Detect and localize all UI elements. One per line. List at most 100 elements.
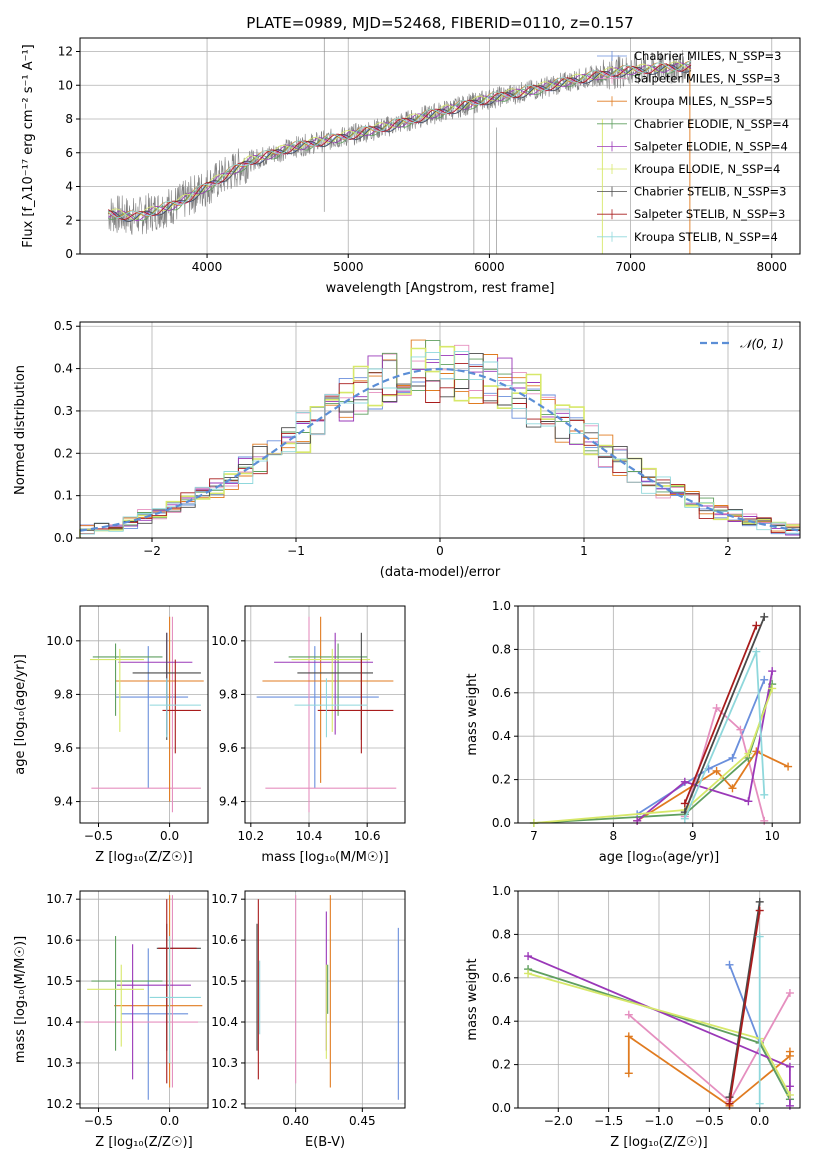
x-tick-label: 6000 — [474, 260, 505, 274]
y-tick-label: 0.2 — [492, 1058, 511, 1072]
x-tick-label: 4000 — [192, 260, 223, 274]
y-tick-label: 0.0 — [54, 531, 73, 545]
y-tick-label: 0.4 — [492, 1014, 511, 1028]
legend-label: Chabrier STELIB, N_SSP=3 — [634, 185, 786, 199]
model-spectrum — [107, 60, 692, 218]
x-axis-label: mass [log₁₀(M/M☉)] — [261, 850, 388, 865]
y-tick-label: 10.0 — [211, 634, 238, 648]
axes-weight_vs_Z: −2.0 −1.5 −1.0 −0.5 0.0 0.0 0.2 0.4 0.6 0.8 1.0 Z [… — [465, 884, 801, 1150]
y-tick-label: 0.8 — [492, 927, 511, 941]
y-tick-label: 0.2 — [492, 773, 511, 787]
y-tick-label: 10.3 — [211, 1056, 238, 1070]
axes-frame — [79, 37, 801, 255]
y-tick-label: 0.0 — [492, 1101, 511, 1115]
x-tick-label: −2 — [143, 544, 161, 558]
x-tick-label: 2 — [724, 544, 732, 558]
y-tick-label: 10.7 — [46, 892, 73, 906]
x-tick-label: 7 — [530, 829, 538, 843]
x-tick-label: 0.0 — [160, 1114, 179, 1128]
normal-curve — [79, 367, 801, 532]
y-tick-label: 9.4 — [54, 795, 73, 809]
x-tick-label: 0 — [436, 544, 444, 558]
axes-frame — [517, 890, 801, 1109]
y-tick-label: 0.2 — [54, 446, 73, 460]
y-tick-label: 0.8 — [492, 642, 511, 656]
y-axis-label: age [log₁₀(age/yr)] — [13, 654, 28, 775]
axes-frame — [79, 321, 801, 539]
y-tick-label: 10 — [58, 78, 73, 92]
x-tick-label: 1 — [580, 544, 588, 558]
y-tick-label: 10.6 — [211, 933, 238, 947]
x-axis-label: Z [log₁₀(Z/Z☉)] — [95, 1135, 192, 1150]
y-tick-label: 1.0 — [492, 884, 511, 898]
y-tick-label: 9.4 — [219, 795, 238, 809]
y-tick-label: 0.0 — [492, 816, 511, 830]
axes-weight_vs_age: 7 8 9 10 0.0 0.2 0.4 0.6 0.8 1.0 age [log₁₀(age/yr… — [465, 599, 801, 865]
x-tick-label: 9 — [689, 829, 697, 843]
axes-age_vs_Z: −0.5 0.0 9.4 9.6 9.8 10.0 Z [log₁₀(Z/Z☉)] age [… — [13, 605, 209, 865]
axes-frame — [79, 605, 209, 824]
legend-label: Chabrier MILES, N_SSP=3 — [634, 49, 781, 63]
y-tick-label: 10.0 — [46, 634, 73, 648]
y-tick-label: 0.6 — [492, 971, 511, 985]
y-axis-label: mass weight — [465, 673, 480, 755]
y-tick-label: 0.4 — [54, 362, 73, 376]
x-tick-label: −0.5 — [695, 1114, 724, 1128]
residual-histogram — [79, 350, 800, 538]
axes-frame — [517, 605, 801, 824]
y-tick-label: 10.5 — [211, 974, 238, 988]
axes-frame — [79, 890, 209, 1109]
x-tick-label: −0.5 — [84, 829, 113, 843]
axes-spectrum: 4000 5000 6000 7000 8000 0 2 4 6 8 10 12 wavelength … — [21, 37, 801, 296]
x-tick-label: 10 — [765, 829, 780, 843]
x-axis-label: E(B-V) — [305, 1135, 345, 1150]
legend-label: Salpeter MILES, N_SSP=3 — [634, 72, 780, 86]
data-spectrum — [107, 50, 692, 235]
x-tick-label: −2.0 — [544, 1114, 573, 1128]
x-tick-label: 0.0 — [750, 1114, 769, 1128]
x-tick-label: −1.5 — [594, 1114, 623, 1128]
model-spectrum — [108, 62, 692, 222]
legend-label: Kroupa STELIB, N_SSP=4 — [634, 230, 778, 244]
x-axis-label: age [log₁₀(age/yr)] — [599, 850, 720, 865]
legend-label: Salpeter STELIB, N_SSP=3 — [634, 207, 785, 221]
y-tick-label: 12 — [58, 45, 73, 59]
model-spectrum — [108, 64, 692, 222]
y-tick-label: 6 — [65, 146, 73, 160]
y-axis-label: Flux [f_λ10⁻¹⁷ erg cm⁻² s⁻¹ A⁻¹] — [21, 44, 36, 248]
x-tick-label: 10.4 — [296, 829, 323, 843]
x-tick-label: 7000 — [615, 260, 646, 274]
model-spectrum — [108, 63, 692, 221]
legend-label: Salpeter ELODIE, N_SSP=4 — [634, 139, 788, 153]
y-tick-label: 8 — [65, 112, 73, 126]
y-tick-label: 1.0 — [492, 599, 511, 613]
x-tick-label: 8 — [610, 829, 618, 843]
x-tick-label: −0.5 — [84, 1114, 113, 1128]
axes-residuals: −2 −1 0 1 2 0.0 0.1 0.2 0.3 0.4 0.5 (data-model)/er… — [13, 319, 801, 580]
y-tick-label: 10.6 — [46, 933, 73, 947]
weight-line — [533, 688, 774, 824]
x-tick-label: −1.0 — [644, 1114, 673, 1128]
x-axis-label: (data-model)/error — [380, 565, 501, 580]
weight-line — [533, 683, 774, 824]
y-axis-label: mass [log₁₀(M/M☉)] — [13, 936, 28, 1063]
y-tick-label: 0.3 — [54, 404, 73, 418]
legend-spectrum: Chabrier MILES, N_SSP=3 Salpeter MILES, N… — [597, 49, 789, 244]
legend-label: Kroupa ELODIE, N_SSP=4 — [634, 162, 780, 176]
y-axis-label: Normed distribution — [13, 365, 28, 495]
weight-line — [728, 901, 761, 1098]
y-tick-label: 9.6 — [54, 741, 73, 755]
legend-label: 𝒩(0, 1) — [740, 337, 784, 351]
y-axis-label: mass weight — [465, 958, 480, 1040]
x-axis-label: wavelength [Angstrom, rest frame] — [326, 281, 555, 296]
y-tick-label: 10.2 — [211, 1097, 238, 1111]
x-tick-label: 10.2 — [237, 829, 264, 843]
weight-line — [683, 625, 758, 804]
model-spectrum — [108, 63, 692, 220]
x-tick-label: 0.0 — [160, 829, 179, 843]
y-tick-label: 10.3 — [46, 1056, 73, 1070]
axes-mass_vs_ebv: 0.40 0.45 10.2 10.3 10.4 10.5 10.6 10.7 E(B-V) — [211, 890, 406, 1150]
y-tick-label: 9.8 — [54, 687, 73, 701]
x-tick-label: 0.40 — [282, 1114, 309, 1128]
